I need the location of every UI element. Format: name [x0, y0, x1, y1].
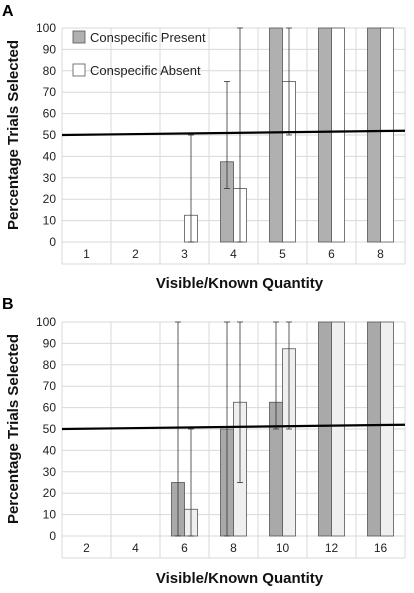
chance-reference-line: [61, 423, 406, 431]
bar-absent: [331, 321, 345, 537]
x-tick-label: 12: [325, 541, 339, 555]
legend-label-present: Conspecific Present: [90, 30, 206, 45]
bar-present: [318, 321, 332, 537]
y-tick-label: 60: [43, 401, 57, 415]
x-tick-label: 16: [374, 541, 388, 555]
panel-label-A: A: [2, 3, 14, 20]
y-tick-label: 50: [43, 422, 57, 436]
y-tick-label: 40: [43, 149, 57, 163]
y-tick-label: 50: [43, 128, 57, 142]
bar-present: [318, 27, 332, 243]
x-tick-label: 8: [377, 247, 384, 261]
y-tick-label: 20: [43, 192, 57, 206]
y-tick-label: 90: [43, 336, 57, 350]
y-tick-label: 90: [43, 42, 57, 56]
y-tick-label: 70: [43, 379, 57, 393]
x-tick-label: 1: [83, 247, 90, 261]
legend-swatch-absent: [72, 63, 86, 77]
x-axis-title: Visible/Known Quantity: [156, 275, 324, 292]
y-tick-label: 0: [49, 529, 56, 543]
x-tick-label: 6: [181, 541, 188, 555]
y-tick-label: 60: [43, 107, 57, 121]
chance-reference-line: [61, 129, 406, 137]
y-tick-label: 30: [43, 171, 57, 185]
x-tick-label: 3: [181, 247, 188, 261]
bar-present: [367, 321, 381, 537]
x-tick-label: 5: [279, 247, 286, 261]
y-axis-title: Percentage Trials Selected: [5, 40, 22, 230]
y-tick-label: 100: [36, 21, 56, 35]
y-tick-label: 20: [43, 486, 57, 500]
bar-present: [367, 27, 381, 243]
x-tick-label: 6: [328, 247, 335, 261]
bar-present: [269, 27, 283, 243]
y-tick-label: 40: [43, 443, 57, 457]
x-tick-label: 4: [230, 247, 237, 261]
x-tick-label: 4: [132, 541, 139, 555]
x-tick-label: 2: [132, 247, 139, 261]
panel-label-B: B: [2, 296, 14, 313]
y-tick-label: 100: [36, 315, 56, 329]
y-tick-label: 70: [43, 85, 57, 99]
x-tick-label: 2: [83, 541, 90, 555]
x-tick-label: 8: [230, 541, 237, 555]
legend-label-absent: Conspecific Absent: [90, 63, 201, 78]
bar-absent: [331, 27, 345, 243]
bar-absent: [380, 27, 394, 243]
y-tick-label: 10: [43, 508, 57, 522]
x-tick-label: 10: [276, 541, 290, 555]
y-tick-label: 0: [49, 235, 56, 249]
y-tick-label: 80: [43, 64, 57, 78]
bar-absent: [380, 321, 394, 537]
legend-swatch-present: [72, 30, 86, 44]
x-axis-title: Visible/Known Quantity: [156, 570, 324, 587]
y-tick-label: 10: [43, 214, 57, 228]
y-tick-label: 80: [43, 358, 57, 372]
y-axis-title: Percentage Trials Selected: [5, 334, 22, 524]
y-tick-label: 30: [43, 465, 57, 479]
